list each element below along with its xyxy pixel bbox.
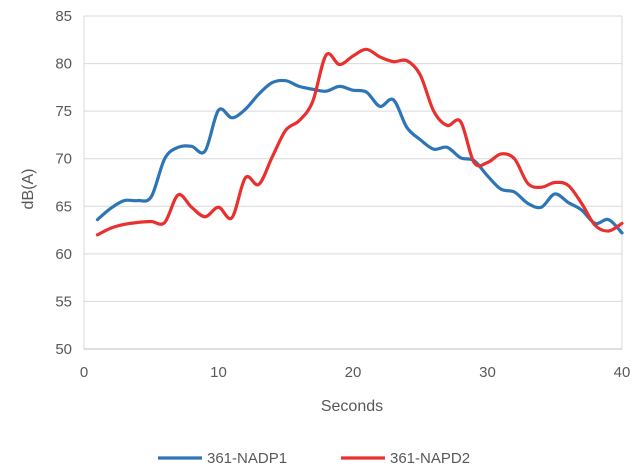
y-tick-label: 70 [55, 151, 72, 168]
tick-labels: 50 55 60 65 70 75 80 85 0 10 20 30 40 [55, 8, 630, 381]
legend-label-2: 361-NAPD2 [390, 450, 470, 467]
series-line-2 [95, 47, 624, 237]
y-tick-label: 80 [55, 56, 72, 73]
y-tick-label: 55 [55, 293, 72, 310]
legend-label-1: 361-NADP1 [207, 450, 287, 467]
y-tick-label: 50 [55, 341, 72, 358]
x-axis-title: Seconds [321, 398, 383, 415]
legend: 361-NADP1 361-NAPD2 [158, 450, 470, 467]
x-tick-label: 0 [80, 364, 88, 381]
y-tick-label: 75 [55, 103, 72, 120]
x-tick-label: 40 [614, 364, 631, 381]
y-tick-label: 60 [55, 246, 72, 263]
y-axis-title: dB(A) [20, 169, 37, 210]
grid-lines [83, 15, 623, 349]
y-tick-label: 65 [55, 198, 72, 215]
x-tick-label: 30 [479, 364, 496, 381]
y-tick-label: 85 [55, 8, 72, 25]
x-tick-label: 20 [345, 364, 362, 381]
x-tick-label: 10 [210, 364, 227, 381]
series-lines [95, 47, 624, 237]
series-line-1 [95, 78, 624, 235]
